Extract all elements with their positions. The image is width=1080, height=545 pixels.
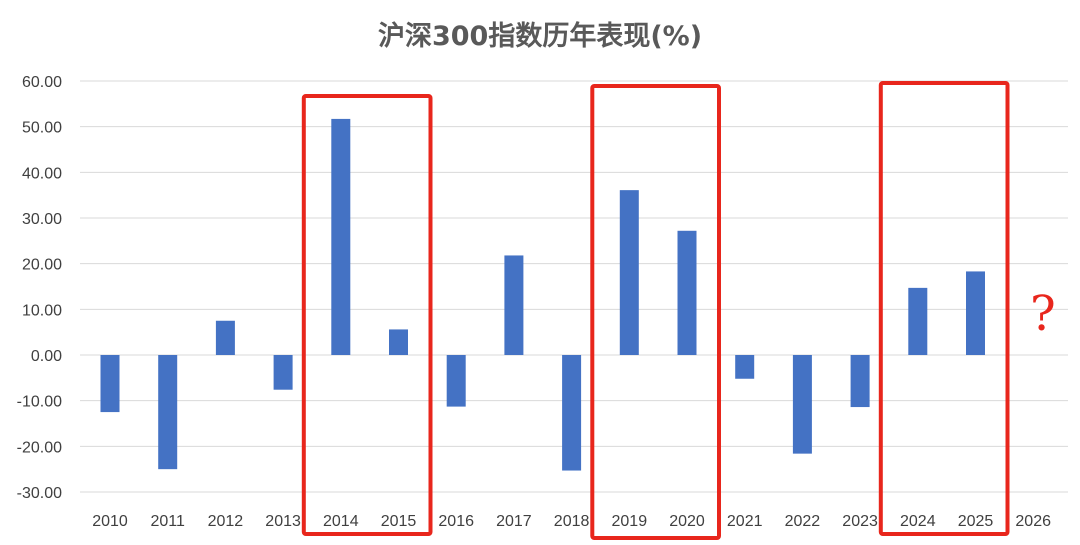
y-tick-label: 50.00 <box>22 120 62 137</box>
bar-2024 <box>908 287 928 355</box>
bar-2016 <box>446 355 466 407</box>
x-tick-label: 2011 <box>150 513 185 530</box>
y-tick-label: -30.00 <box>17 485 62 502</box>
x-tick-label: 2010 <box>92 513 128 530</box>
y-tick-label: 0.00 <box>31 348 62 365</box>
bar-2017 <box>504 255 524 355</box>
x-tick-label: 2025 <box>958 513 994 530</box>
x-tick-label: 2023 <box>842 513 878 530</box>
y-tick-label: 10.00 <box>22 302 62 319</box>
bar-2023 <box>850 355 870 408</box>
x-tick-label: 2017 <box>496 513 532 530</box>
x-tick-label: 2018 <box>554 513 590 530</box>
x-tick-label: 2013 <box>265 513 301 530</box>
y-tick-label: 20.00 <box>22 257 62 274</box>
bar-2022 <box>792 355 812 454</box>
y-tick-label: 30.00 <box>22 211 62 228</box>
x-tick-label: 2014 <box>323 513 359 530</box>
x-tick-label: 2020 <box>669 513 705 530</box>
bar-2020 <box>677 230 697 355</box>
x-tick-label: 2022 <box>785 513 821 530</box>
bar-2012 <box>215 320 235 355</box>
x-tick-label: 2026 <box>1015 513 1051 530</box>
x-tick-label: 2024 <box>900 513 936 530</box>
bar-2025 <box>966 271 985 355</box>
bar-2013 <box>273 355 293 390</box>
highlight-box-2014-2015 <box>301 94 433 536</box>
x-tick-label: 2021 <box>727 513 763 530</box>
bar-2011 <box>158 355 178 470</box>
chart-title: 沪深300指数历年表现(%) <box>377 21 703 52</box>
x-tick-label: 2012 <box>208 513 244 530</box>
bar-2010 <box>100 355 120 413</box>
bar-2014 <box>331 118 351 355</box>
bar-2018 <box>562 355 582 471</box>
y-tick-label: -10.00 <box>17 394 62 411</box>
highlight-box-2024-2025 <box>878 81 1010 536</box>
y-tick-label: -20.00 <box>17 439 62 456</box>
x-tick-label: 2019 <box>612 513 648 530</box>
bar-2019 <box>619 190 639 355</box>
highlight-box-2019-2020 <box>590 84 721 540</box>
question-mark-annotation: ? <box>1030 286 1056 342</box>
y-tick-label: 60.00 <box>22 74 62 91</box>
bar-2021 <box>735 355 755 379</box>
x-tick-label: 2016 <box>438 513 474 530</box>
y-tick-label: 40.00 <box>22 165 62 182</box>
bar-2015 <box>389 329 408 355</box>
x-tick-label: 2015 <box>381 513 417 530</box>
